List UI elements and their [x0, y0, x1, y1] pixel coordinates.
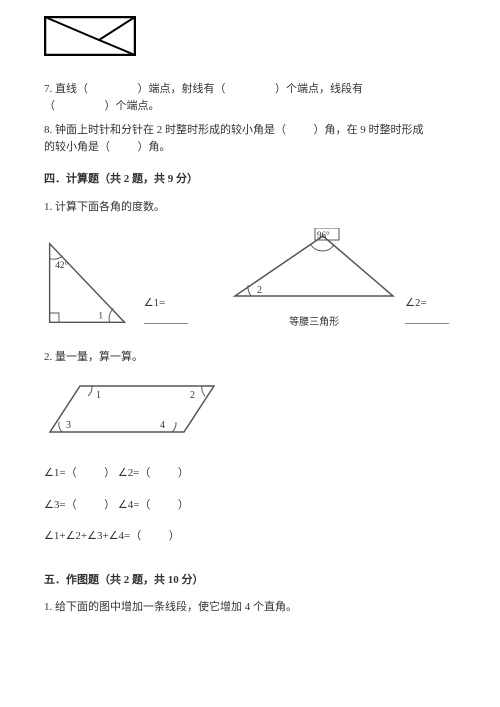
- q7-text-d: （: [44, 100, 55, 112]
- angle2-blank: [405, 312, 449, 324]
- triangle-figures-row: 42° 1 ∠1= 96° 2 等腰三角形 ∠2=: [44, 228, 456, 331]
- eq2-blank1: [79, 499, 101, 511]
- envelope-figure: [44, 16, 456, 63]
- triangle-figure-2: 96° 2 等腰三角形 ∠2=: [229, 228, 456, 331]
- isosceles-caption: 等腰三角形: [229, 315, 399, 331]
- eq1-c: ）: [178, 467, 189, 479]
- section-5-title: 五．作图题（共 2 题，共 10 分）: [44, 572, 456, 590]
- section4-q2: 2. 量一量，算一算。: [44, 349, 456, 367]
- question-8: 8. 钟面上时针和分针在 2 时整时形成的较小角是（ ）角，在 9 时整时形成 …: [44, 122, 456, 157]
- angle-42-label: 42°: [55, 260, 68, 271]
- eq2-a: ∠3=（: [44, 499, 77, 511]
- question-7: 7. 直线（ ）端点，射线有（ ）个端点，线段有 （ ）个端点。: [44, 81, 456, 116]
- triangle-figure-1: 42° 1 ∠1=: [44, 235, 205, 331]
- eq1-b: ） ∠2=（: [104, 467, 150, 479]
- angle2-equation: ∠2=: [405, 295, 456, 331]
- eq3-a: ∠1+∠2+∠3+∠4=（: [44, 530, 141, 542]
- eq2-blank2: [153, 499, 175, 511]
- pg-angle-4: 4: [160, 420, 165, 431]
- pg-angle-3: 3: [66, 420, 71, 431]
- section4-q1: 1. 计算下面各角的度数。: [44, 199, 456, 217]
- eq3-b: ）: [169, 530, 180, 542]
- section5-q1: 1. 给下面的图中增加一条线段，使它增加 4 个直角。: [44, 599, 456, 617]
- q7-text-c: ）个端点，线段有: [275, 83, 363, 95]
- q8-blank-2: [113, 141, 135, 153]
- q7-blank-1: [91, 83, 135, 95]
- angle1-eq-label: ∠1=: [144, 297, 166, 309]
- eq2-b: ） ∠4=（: [104, 499, 150, 511]
- parallelogram-figure: 1 2 3 4: [44, 378, 456, 447]
- pg-angle-2: 2: [190, 390, 195, 401]
- section-4-title: 四．计算题（共 2 题，共 9 分）: [44, 171, 456, 189]
- q8-text-c: 的较小角是（: [44, 141, 110, 153]
- eq2-c: ）: [178, 499, 189, 511]
- parallelogram-icon: 1 2 3 4: [44, 378, 224, 440]
- eq3-blank: [144, 530, 166, 542]
- q8-text-d: ）角。: [138, 141, 171, 153]
- angle2-eq-label: ∠2=: [405, 297, 427, 309]
- q7-text-a: 7. 直线（: [44, 83, 88, 95]
- envelope-icon: [44, 16, 136, 56]
- q7-blank-2: [228, 83, 272, 95]
- angle1-equation: ∠1=: [144, 295, 205, 331]
- eq-line-1: ∠1=（ ） ∠2=（ ）: [44, 465, 456, 483]
- eq1-blank1: [79, 467, 101, 479]
- angle1-blank: [144, 312, 188, 324]
- eq-line-3: ∠1+∠2+∠3+∠4=（ ）: [44, 528, 456, 546]
- q7-text-b: ）端点，射线有（: [138, 83, 226, 95]
- pg-angle-1: 1: [96, 390, 101, 401]
- q8-text-a: 8. 钟面上时针和分针在 2 时整时形成的较小角是（: [44, 124, 286, 136]
- angle-1-label: 1: [98, 311, 103, 321]
- angle-96-label: 96°: [317, 230, 330, 240]
- q7-blank-3: [58, 100, 102, 112]
- isosceles-triangle-icon: 96° 2: [229, 228, 399, 308]
- right-triangle-icon: 42° 1: [44, 235, 138, 331]
- q8-blank-1: [289, 124, 311, 136]
- angle-2-label: 2: [257, 285, 262, 296]
- eq1-blank2: [153, 467, 175, 479]
- eq-line-2: ∠3=（ ） ∠4=（ ）: [44, 497, 456, 515]
- eq1-a: ∠1=（: [44, 467, 77, 479]
- q8-text-b: ）角，在 9 时整时形成: [314, 124, 424, 136]
- q7-text-e: ）个端点。: [105, 100, 160, 112]
